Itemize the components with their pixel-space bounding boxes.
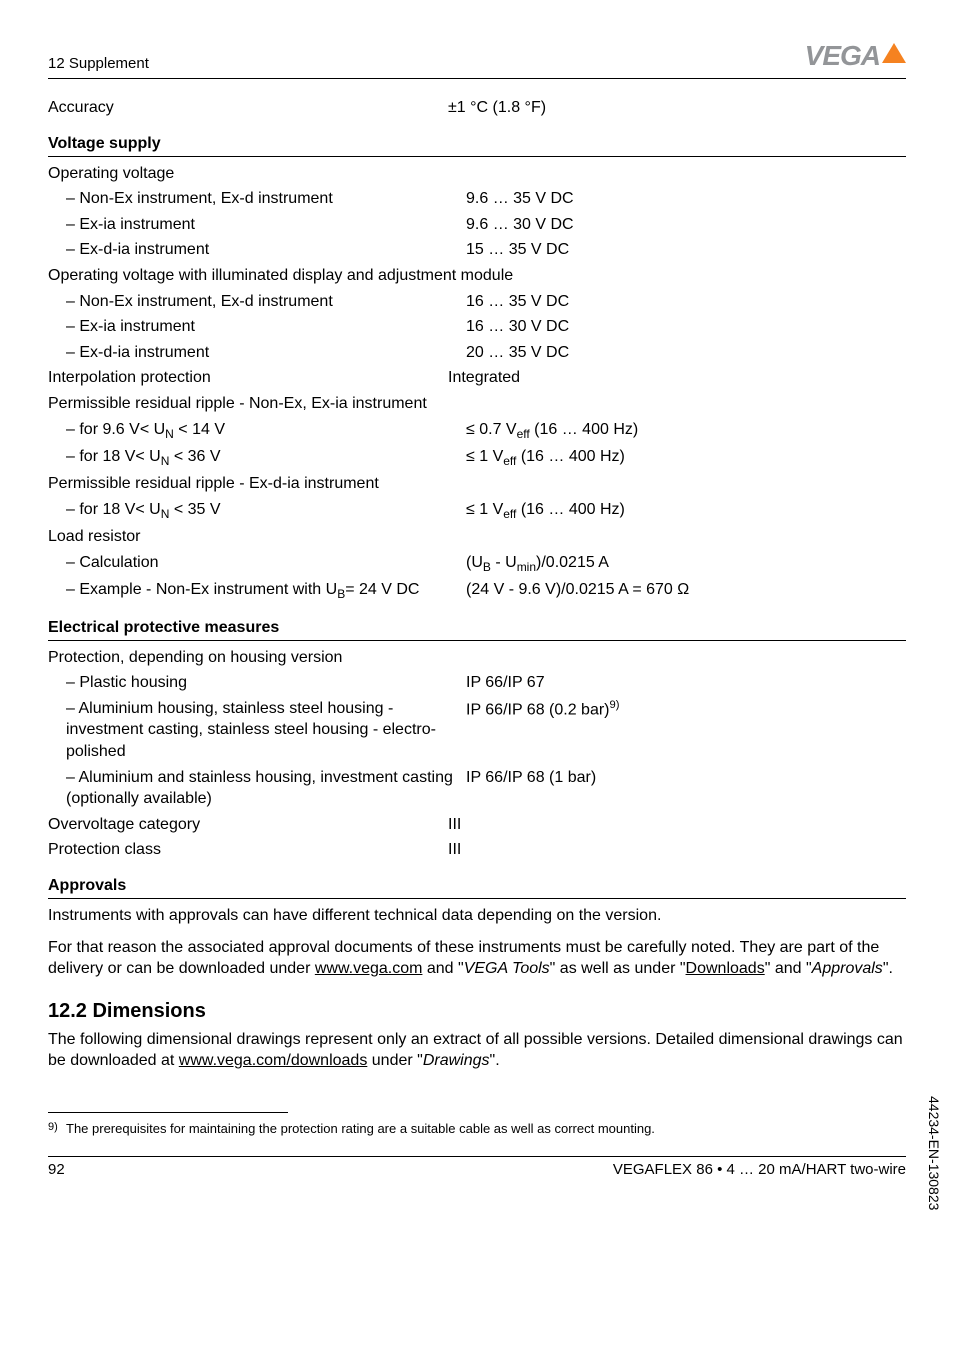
prot-version-label: Protection, depending on housing version [48,647,906,669]
protclass-label: Protection class [48,839,448,861]
link-vega[interactable]: www.vega.com [315,960,423,977]
row-value: 16 … 35 V DC [466,291,906,313]
row-nonex-1: – Non-Ex instrument, Ex-d instrument 9.6… [48,188,906,210]
row-label: – Ex-ia instrument [66,214,466,236]
accuracy-label: Accuracy [48,97,448,119]
row-value: 15 … 35 V DC [466,239,906,261]
text: " and " [765,960,812,977]
dimensions-heading: 12.2 Dimensions [48,1000,906,1023]
footnote-rule [48,1112,288,1119]
row-value: IP 66/IP 68 (0.2 bar)9) [466,698,906,763]
italic-text: Drawings [423,1052,490,1069]
load-resistor-label: Load resistor [48,526,906,548]
row-value: 16 … 30 V DC [466,316,906,338]
protclass-value: III [448,839,906,861]
overvoltage-label: Overvoltage category [48,814,448,836]
footnote: 9) The prerequisites for maintaining the… [48,1121,906,1136]
ripple-row-2: – for 18 V< UN < 36 V ≤ 1 Veff (16 … 400… [48,446,906,469]
text: Plastic housing [79,674,187,691]
row-label: – for 9.6 V< UN < 14 V [66,419,466,442]
italic-text: Approvals [812,960,883,977]
operating-voltage-label: Operating voltage [48,163,906,185]
approvals-p2: For that reason the associated approval … [48,937,906,980]
row-value: (UB - Umin)/0.0215 A [466,552,906,575]
overvoltage-row: Overvoltage category III [48,814,906,836]
logo-triangle-icon [882,43,906,63]
interpolation-value: Integrated [448,367,906,389]
text: and " [422,960,463,977]
ripple-row-1: – for 9.6 V< UN < 14 V ≤ 0.7 Veff (16 … … [48,419,906,442]
text: ". [490,1052,500,1069]
ripple-nonex-label: Permissible residual ripple - Non-Ex, Ex… [48,393,906,415]
text: Non-Ex instrument, Ex-d instrument [79,190,332,207]
vega-logo: VEGA [805,40,906,72]
page-number: 92 [48,1161,65,1178]
text: Non-Ex instrument, Ex-d instrument [79,293,332,310]
text: " as well as under " [550,960,686,977]
row-label: – Ex-d-ia instrument [66,239,466,261]
interpolation-label: Interpolation protection [48,367,448,389]
side-code: 44234-EN-130823 [926,1096,942,1210]
electrical-heading: Electrical protective measures [48,619,906,641]
row-exia-2: – Ex-ia instrument 16 … 30 V DC [48,316,906,338]
row-value: IP 66/IP 67 [466,672,906,694]
text: Ex-ia instrument [79,318,195,335]
aluminium-stainless-row: – Aluminium and stainless housing, inves… [48,767,906,810]
row-value: ≤ 1 Veff (16 … 400 Hz) [466,499,906,522]
row-label: – Aluminium and stainless housing, inves… [66,767,466,810]
approvals-heading: Approvals [48,877,906,899]
row-label: – Example - Non-Ex instrument with UB= 2… [66,579,466,602]
footnote-text: The prerequisites for maintaining the pr… [66,1121,655,1136]
row-label: – Ex-ia instrument [66,316,466,338]
row-exdia-1: – Ex-d-ia instrument 15 … 35 V DC [48,239,906,261]
accuracy-value: ±1 °C (1.8 °F) [448,97,906,119]
text: under " [367,1052,423,1069]
row-value: ≤ 1 Veff (16 … 400 Hz) [466,446,906,469]
text: Ex-d-ia instrument [79,241,209,258]
aluminium-row: – Aluminium housing, stainless steel hou… [48,698,906,763]
link-vega-downloads[interactable]: www.vega.com/downloads [179,1052,368,1069]
row-value: (24 V - 9.6 V)/0.0215 A = 670 Ω [466,579,906,602]
row-label: – for 18 V< UN < 36 V [66,446,466,469]
row-value: ≤ 0.7 Veff (16 … 400 Hz) [466,419,906,442]
row-label: – Non-Ex instrument, Ex-d instrument [66,188,466,210]
row-label: – for 18 V< UN < 35 V [66,499,466,522]
text: ". [883,960,893,977]
text: Ex-d-ia instrument [79,344,209,361]
row-value: 20 … 35 V DC [466,342,906,364]
row-label: – Non-Ex instrument, Ex-d instrument [66,291,466,313]
voltage-supply-heading: Voltage supply [48,135,906,157]
footer-title: VEGAFLEX 86 • 4 … 20 mA/HART two-wire [613,1161,906,1178]
row-label: – Calculation [66,552,466,575]
row-label: – Aluminium housing, stainless steel hou… [66,698,466,763]
interpolation-row: Interpolation protection Integrated [48,367,906,389]
italic-text: VEGA Tools [464,960,550,977]
row-exdia-2: – Ex-d-ia instrument 20 … 35 V DC [48,342,906,364]
footnote-num: 9) [48,1121,66,1136]
ripple-row-3: – for 18 V< UN < 35 V ≤ 1 Veff (16 … 400… [48,499,906,522]
row-value: IP 66/IP 68 (1 bar) [466,767,906,810]
row-value: 9.6 … 35 V DC [466,188,906,210]
row-exia-1: – Ex-ia instrument 9.6 … 30 V DC [48,214,906,236]
text: Ex-ia instrument [79,216,195,233]
section-label: 12 Supplement [48,55,149,72]
dimensions-p1: The following dimensional drawings repre… [48,1029,906,1072]
overvoltage-value: III [448,814,906,836]
row-label: – Plastic housing [66,672,466,694]
accuracy-row: Accuracy ±1 °C (1.8 °F) [48,97,906,119]
page-header: 12 Supplement VEGA [48,40,906,79]
link-downloads[interactable]: Downloads [686,960,765,977]
illuminated-label: Operating voltage with illuminated displ… [48,265,906,287]
approvals-p1: Instruments with approvals can have diff… [48,905,906,927]
row-label: – Ex-d-ia instrument [66,342,466,364]
plastic-row: – Plastic housing IP 66/IP 67 [48,672,906,694]
protclass-row: Protection class III [48,839,906,861]
example-row: – Example - Non-Ex instrument with UB= 2… [48,579,906,602]
logo-text: VEGA [805,40,880,72]
page-footer: 92 VEGAFLEX 86 • 4 … 20 mA/HART two-wire [48,1156,906,1178]
ripple-exdia-label: Permissible residual ripple - Ex-d-ia in… [48,473,906,495]
calc-row: – Calculation (UB - Umin)/0.0215 A [48,552,906,575]
row-value: 9.6 … 30 V DC [466,214,906,236]
row-nonex-2: – Non-Ex instrument, Ex-d instrument 16 … [48,291,906,313]
